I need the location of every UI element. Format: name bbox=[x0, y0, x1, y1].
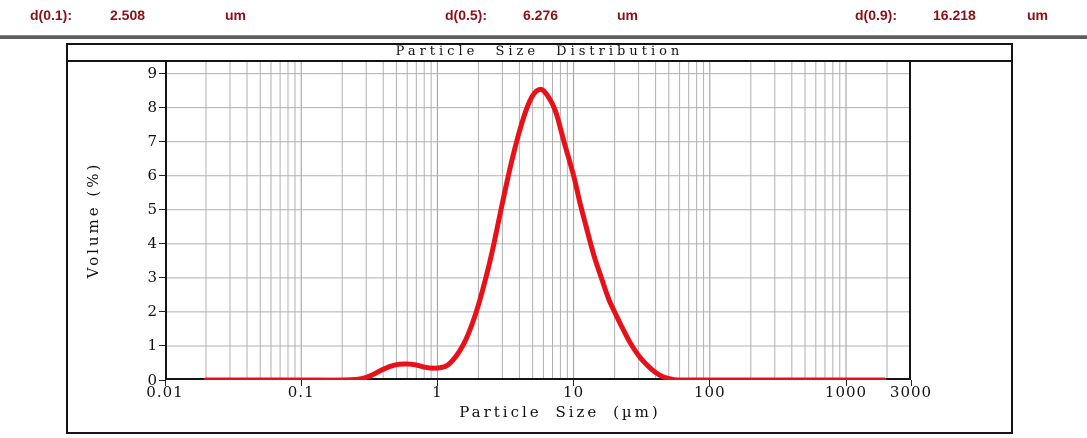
d90-label: d(0.9): bbox=[855, 7, 897, 23]
d10-unit: um bbox=[225, 7, 246, 23]
d10-value: 2.508 bbox=[110, 7, 146, 23]
y-tick-label: 4 bbox=[147, 234, 158, 253]
x-tick-label: 0.1 bbox=[287, 383, 315, 401]
y-tick-mark bbox=[159, 379, 165, 381]
x-tick-label: 100 bbox=[693, 383, 726, 401]
d90-value: 16.218 bbox=[933, 7, 976, 23]
y-tick-label: 1 bbox=[147, 336, 158, 355]
y-tick-label: 6 bbox=[147, 166, 158, 185]
x-tick-label: 3000 bbox=[889, 383, 933, 401]
y-tick-label: 0 bbox=[147, 370, 158, 389]
y-tick-mark bbox=[159, 107, 165, 109]
d10-label: d(0.1): bbox=[30, 7, 72, 23]
y-tick-mark bbox=[159, 141, 165, 143]
d90-unit: um bbox=[1027, 7, 1048, 23]
y-tick-label: 9 bbox=[147, 64, 158, 83]
x-tick-mark bbox=[845, 380, 847, 386]
y-tick-mark bbox=[159, 209, 165, 211]
y-tick-label: 5 bbox=[147, 200, 158, 219]
y-tick-label: 3 bbox=[147, 268, 158, 287]
header-divider bbox=[0, 35, 1087, 39]
y-axis-label: Volume (%) bbox=[84, 161, 102, 279]
x-tick-label: 10 bbox=[563, 383, 585, 401]
y-tick-mark bbox=[159, 345, 165, 347]
x-tick-mark bbox=[573, 380, 575, 386]
x-axis-label: Particle Size (µm) bbox=[459, 403, 661, 421]
x-tick-mark bbox=[910, 380, 912, 386]
x-tick-mark bbox=[300, 380, 302, 386]
y-tick-label: 7 bbox=[147, 132, 158, 151]
d50-unit: um bbox=[617, 7, 638, 23]
y-tick-mark bbox=[159, 277, 165, 279]
x-tick-label: 1 bbox=[432, 383, 443, 401]
d50-value: 6.276 bbox=[523, 7, 559, 23]
distribution-curve bbox=[203, 86, 887, 380]
y-tick-mark bbox=[159, 175, 165, 177]
y-tick-label: 8 bbox=[147, 98, 158, 117]
y-tick-mark bbox=[159, 73, 165, 75]
x-tick-label: 0.01 bbox=[146, 383, 184, 401]
y-tick-label: 2 bbox=[147, 302, 158, 321]
x-tick-mark bbox=[436, 380, 438, 386]
y-tick-mark bbox=[159, 243, 165, 245]
psd-plot-area bbox=[165, 60, 911, 380]
x-tick-label: 1000 bbox=[824, 383, 868, 401]
psd-chart-frame: Particle Size Distribution bbox=[66, 43, 1013, 434]
plot-frame bbox=[165, 60, 911, 380]
x-tick-mark bbox=[164, 380, 166, 386]
x-tick-mark bbox=[709, 380, 711, 386]
d50-label: d(0.5): bbox=[445, 7, 487, 23]
y-tick-mark bbox=[159, 311, 165, 313]
